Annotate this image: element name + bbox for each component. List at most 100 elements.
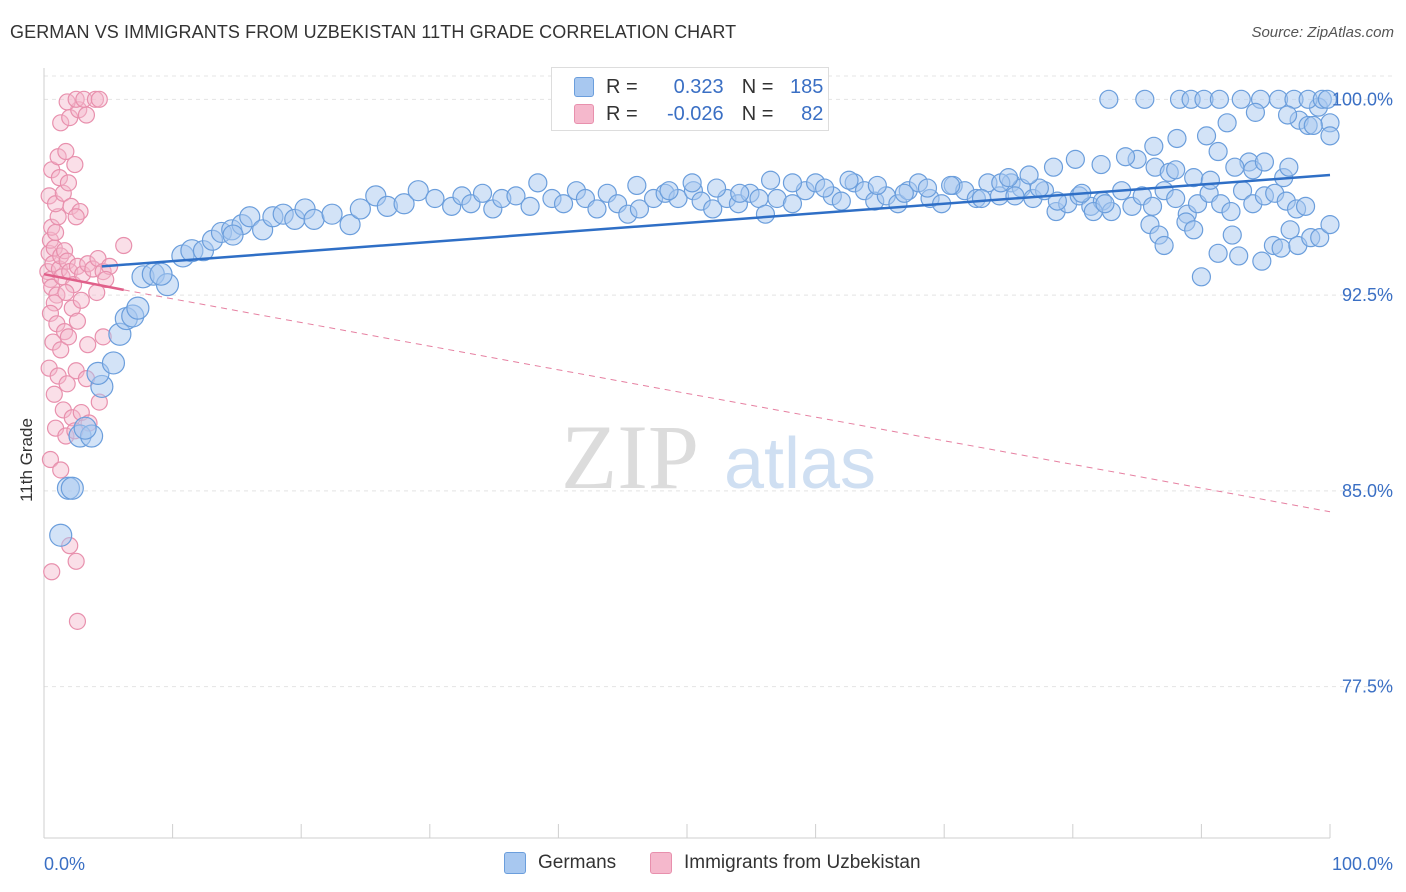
german-point [1310,228,1330,248]
german-point [730,183,750,203]
german-point [1065,149,1085,169]
german-point [239,206,261,228]
series-legend: Germans Immigrants from Uzbekistan [0,852,1406,878]
uzbek-point [62,197,80,215]
german-point [1167,128,1187,149]
german-point [1295,196,1316,216]
uzbek-point [58,375,76,393]
german-point [1221,201,1241,222]
german-n-value: 185 [790,75,824,98]
german-point [782,173,803,193]
x-tick-label: 0.0% [44,854,85,874]
german-point [303,208,325,230]
german-point [553,194,574,214]
german-point [1279,157,1299,177]
uzbek-point [52,461,70,479]
german-point [1142,196,1163,216]
uzbek-point [59,174,78,192]
german-point [1019,165,1039,185]
german-r-label: R = [606,75,638,98]
uzbek-point [66,155,84,174]
german-point [407,180,429,202]
watermark-zip: ZIP [561,406,699,508]
german-points [49,89,1340,547]
uzbek-point [59,328,78,346]
german-point [1271,238,1291,258]
german-point [321,203,343,225]
uzbek-r-value: -0.026 [666,102,724,125]
german-point [528,173,548,193]
german-point [1254,152,1275,172]
german-point [1043,157,1064,177]
german-n-label: N = [741,75,774,98]
german-r-value: 0.323 [673,75,724,98]
german-point [1196,126,1217,146]
german-point [1320,126,1340,146]
german-point [126,296,150,320]
german-point [760,170,781,190]
german-point [1317,89,1338,109]
gridlines [44,75,1394,688]
german-point [49,523,73,547]
german-point [755,204,776,224]
source-label: Source: ZipAtlas.com [1251,24,1394,41]
german-point [815,178,835,198]
german-point [73,416,97,440]
uzbek-point [86,90,105,108]
y-tick-label: 85.0% [1342,481,1393,501]
uzbek-point [52,341,70,359]
stats-legend: R = 0.323 N = 185 R = -0.026 N = 82 [551,67,829,131]
german-point [831,191,851,211]
german-point [1225,157,1245,177]
watermark-atlas: atlas [724,424,876,504]
german-point [706,178,727,198]
german-point [149,262,173,286]
uzbek-n-value: 82 [801,102,824,125]
x-tick-label: 100.0% [1332,854,1393,874]
uzbek-point [72,291,90,309]
german-point [393,193,415,215]
german-point [520,196,540,216]
uzbek-point [84,260,102,278]
german-point [1222,225,1242,245]
german-point [1245,102,1266,122]
german-point [629,199,650,219]
german-point [506,186,526,206]
uzbek-point [79,255,97,273]
uzbek-point [58,252,76,270]
y-axis-title: 11th Grade [17,418,36,502]
uzbek-point [46,223,65,242]
german-point [1166,188,1186,209]
german-point [1320,215,1340,235]
germans-legend-label: Germans [538,852,617,873]
watermark: ZIP atlas [561,406,876,508]
uzbek-legend-swatch [650,852,672,874]
axes [43,68,1331,839]
german-point [1252,251,1272,271]
uzbek-point [41,304,60,322]
german-point [782,194,803,214]
uzbek-point [77,106,96,124]
german-point [1231,89,1251,109]
uzbek-point [52,114,70,132]
german-point [1135,89,1155,109]
chart-title: GERMAN VS IMMIGRANTS FROM UZBEKISTAN 11T… [10,22,737,42]
german-point [971,188,992,209]
uzbek-point [67,208,85,226]
axis-labels: 100.0% 92.5% 85.0% 77.5% 0.0% 100.0% 11th Grad… [17,89,1393,874]
german-point [587,199,607,219]
german-point [1229,246,1249,266]
german-point [1115,147,1136,167]
german-point [1005,186,1025,206]
german-swatch [574,77,594,97]
trend-lines [43,173,1331,513]
uzbek-point [90,90,108,108]
german-point [101,351,126,375]
german-point [627,175,647,196]
german-point [1095,194,1115,214]
german-point [1144,136,1164,156]
german-point [703,199,723,219]
german-point [1303,115,1323,136]
german-point [349,198,371,220]
german-point [998,168,1019,188]
